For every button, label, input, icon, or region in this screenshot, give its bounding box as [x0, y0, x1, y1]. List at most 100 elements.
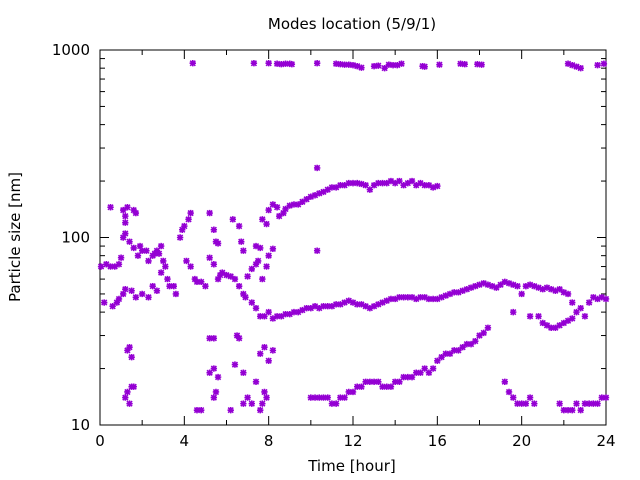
data-point	[408, 177, 416, 185]
data-point	[261, 388, 268, 396]
data-point	[145, 257, 152, 265]
data-point	[316, 394, 323, 401]
data-point	[252, 242, 260, 250]
data-point	[160, 257, 167, 265]
data-point	[269, 245, 277, 253]
data-point	[442, 292, 449, 299]
data-point	[263, 394, 270, 401]
data-point	[476, 281, 483, 288]
data-point	[362, 378, 369, 385]
data-point	[425, 295, 433, 303]
data-point	[210, 335, 218, 342]
x-tick-label: 8	[264, 432, 274, 450]
data-point	[408, 373, 416, 381]
data-point	[273, 60, 281, 67]
data-point	[417, 179, 424, 187]
data-point	[261, 343, 268, 351]
data-point	[324, 303, 331, 310]
data-point	[497, 281, 504, 288]
data-point	[552, 287, 559, 294]
data-point	[510, 394, 517, 401]
data-point	[290, 201, 298, 208]
data-point	[337, 60, 344, 68]
data-point	[328, 400, 336, 407]
data-point	[396, 177, 403, 185]
x-tick-label: 0	[95, 432, 105, 450]
data-point	[543, 322, 551, 329]
data-point	[345, 61, 352, 68]
data-point	[286, 202, 293, 209]
data-point	[313, 60, 321, 67]
data-point	[569, 299, 576, 306]
data-point	[539, 285, 546, 293]
data-point	[564, 290, 572, 298]
data-point	[320, 394, 327, 401]
data-point	[438, 294, 445, 301]
data-point	[391, 179, 399, 187]
data-point	[128, 353, 135, 361]
data-point	[501, 278, 508, 286]
data-point	[467, 340, 475, 348]
data-point	[569, 406, 576, 414]
data-point	[451, 289, 458, 296]
data-point	[126, 400, 133, 407]
data-point	[341, 299, 348, 306]
data-point	[311, 303, 319, 310]
data-point	[273, 313, 281, 320]
data-point	[332, 301, 340, 308]
data-point	[459, 287, 466, 294]
data-point	[383, 383, 390, 390]
data-point	[122, 285, 129, 293]
data-point	[210, 394, 218, 401]
data-point	[332, 184, 340, 191]
data-point	[581, 400, 589, 407]
data-point	[257, 350, 264, 357]
data-point	[263, 220, 270, 228]
data-point	[122, 212, 129, 220]
data-point	[526, 281, 534, 288]
data-point	[594, 61, 601, 69]
data-point	[206, 209, 213, 217]
data-point	[396, 378, 403, 385]
data-point	[214, 275, 222, 283]
data-point	[248, 400, 255, 407]
x-tick-label: 16	[428, 432, 447, 450]
data-point	[189, 60, 196, 67]
data-point	[303, 304, 310, 312]
data-point	[307, 304, 315, 312]
data-point	[463, 340, 471, 348]
data-point	[307, 193, 315, 200]
data-point	[446, 290, 454, 298]
data-point	[383, 179, 390, 187]
data-point	[341, 61, 348, 68]
data-point	[522, 282, 530, 290]
data-point	[280, 209, 287, 217]
data-point	[238, 238, 245, 245]
data-point	[313, 247, 321, 254]
data-point	[387, 383, 395, 390]
data-point	[235, 335, 243, 342]
data-point	[400, 294, 407, 301]
data-point	[362, 303, 369, 310]
data-point	[577, 304, 584, 312]
data-point	[598, 394, 605, 401]
data-point	[265, 60, 272, 67]
data-point	[282, 205, 289, 213]
data-point	[585, 400, 593, 407]
data-point	[535, 313, 542, 320]
data-point	[257, 406, 264, 414]
data-point	[535, 284, 542, 291]
data-point	[349, 388, 357, 396]
data-point	[231, 275, 239, 283]
data-point	[97, 263, 105, 270]
data-point	[134, 252, 142, 259]
data-point	[337, 182, 344, 189]
data-point	[345, 179, 352, 187]
data-point	[354, 179, 361, 187]
data-point	[130, 383, 137, 390]
data-point	[214, 240, 222, 247]
data-point	[564, 406, 572, 414]
data-point	[117, 254, 125, 261]
data-point	[286, 310, 293, 318]
data-point	[107, 263, 114, 270]
